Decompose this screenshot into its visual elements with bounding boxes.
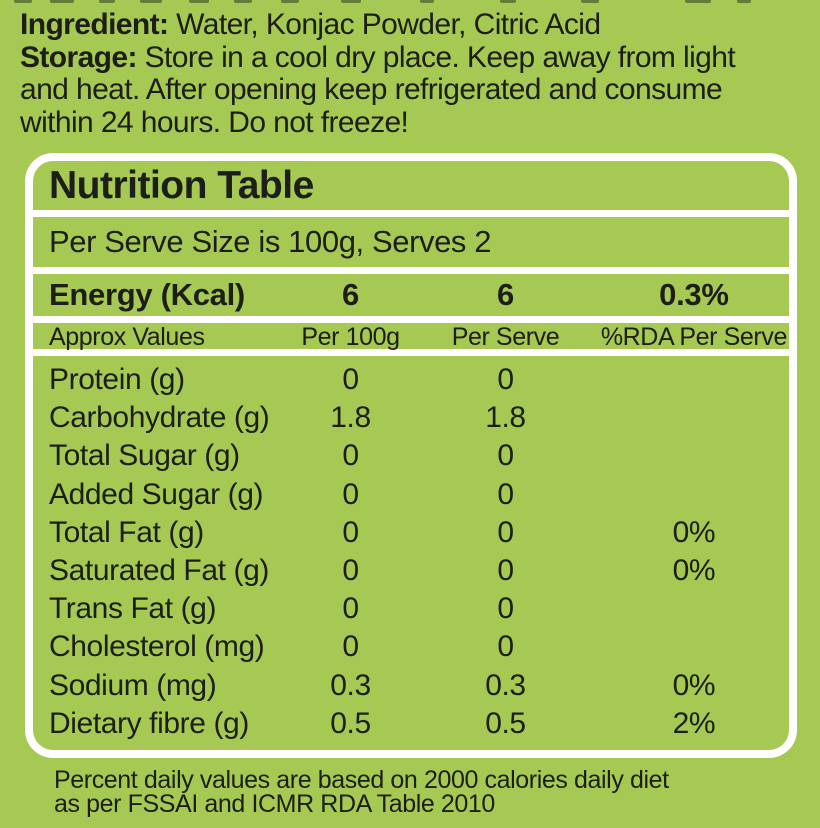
cell-per-serve: 0.3 [485,668,526,702]
energy-per-serve: 6 [496,277,514,312]
table-row: Dietary fibre (g) 0.5 0.5 2% [33,705,789,743]
table-row: Saturated Fat (g) 0 0 0% [33,552,789,590]
energy-per-100g: 6 [342,277,359,312]
storage-value-3: within 24 hours. Do not freeze! [20,105,409,139]
cell-label: Total Sugar (g) [49,439,240,473]
cell-per-100g: 0 [342,477,359,511]
table-row: Trans Fat (g) 0 0 [33,590,789,628]
nutrition-body: Protein (g) 0 0 Carbohydrate (g) 1.8 1.8 Total… [33,356,789,750]
col-header-approx-values: Approx Values [49,323,205,351]
ingredient-value: Water, Konjac Powder, Citric Acid [168,8,601,41]
storage-line-2: and heat. After opening keep refrigerate… [20,73,804,107]
cell-per-100g: 0.5 [330,706,371,740]
table-row: Total Fat (g) 0 0 0% [33,514,789,552]
cell-label: Carbohydrate (g) [49,401,270,435]
cell-per-serve: 0 [497,554,514,588]
cell-per-100g: 0.3 [330,668,371,702]
cell-per-100g: 0 [342,592,359,626]
ingredient-line: Ingredient: Water, Konjac Powder, Citric… [20,8,804,42]
cell-label: Sodium (mg) [49,668,217,702]
energy-label: Energy (Kcal) [49,277,245,312]
table-row: Total Sugar (g) 0 0 [33,437,789,475]
nutrition-table: Nutrition Table Per Serve Size is 100g, … [25,153,797,758]
cell-per-serve: 0 [497,515,514,549]
table-title: Nutrition Table [33,161,789,210]
cell-per-100g: 0 [342,515,359,549]
table-row: Cholesterol (mg) 0 0 [33,628,789,666]
cell-per-serve: 0 [497,439,514,473]
footnote-line-1: Percent daily values are based on 2000 c… [54,766,669,794]
cell-label: Trans Fat (g) [49,592,217,626]
cell-rda: 0% [672,515,716,549]
footnote-line-2: as per FSSAI and ICMR RDA Table 2010 [54,789,495,818]
cell-per-100g: 0 [342,554,359,588]
cell-label: Dietary fibre (g) [49,706,249,740]
storage-value-2: and heat. After opening keep refrigerate… [20,73,723,106]
table-row: Added Sugar (g) 0 0 [33,476,789,514]
storage-label: Storage: [20,40,137,74]
storage-line-1: Storage: Store in a cool dry place. Keep… [20,40,804,75]
cell-label: Saturated Fat (g) [49,554,269,588]
cell-per-serve: 0 [497,592,514,626]
cell-per-100g: 0 [342,630,359,664]
cell-label: Added Sugar (g) [49,477,264,511]
col-header-rda-per-serve: %RDA Per Serve [600,323,788,351]
col-header-per-100g: Per 100g [301,323,400,351]
storage-value-1: Store in a cool dry place. Keep away fro… [136,40,736,74]
cell-per-100g: 0 [342,363,359,397]
cell-per-serve: 0.5 [485,706,526,740]
serving-info-row: Per Serve Size is 100g, Serves 2 [33,217,789,267]
cell-rda: 0% [672,554,716,588]
cell-per-serve: 1.8 [485,401,526,435]
cell-per-serve: 0 [497,630,514,664]
footnote: Percent daily values are based on 2000 c… [54,766,794,818]
table-row: Carbohydrate (g) 1.8 1.8 [33,399,789,437]
ingredients-storage-block: Ingredient: Water, Konjac Powder, Citric… [20,8,804,140]
ingredient-label: Ingredient: [20,8,169,41]
energy-rda: 0.3% [659,277,729,312]
cell-label: Protein (g) [49,363,185,397]
cell-per-100g: 0 [342,439,359,473]
cell-rda: 0% [672,668,716,702]
cell-per-serve: 0 [497,477,514,511]
cell-label: Cholesterol (mg) [49,630,265,664]
cell-rda: 2% [672,706,716,740]
table-row: Protein (g) 0 0 [33,361,789,399]
storage-line-3: within 24 hours. Do not freeze! [20,105,804,140]
col-header-per-serve: Per Serve [451,323,560,351]
cell-label: Total Fat (g) [49,515,204,549]
cell-per-serve: 0 [497,363,514,397]
table-row: Sodium (mg) 0.3 0.3 0% [33,667,789,705]
cell-per-100g: 1.8 [330,401,371,435]
energy-row: Energy (Kcal) 6 6 0.3% [33,274,789,316]
column-header-row: Approx Values Per 100g Per Serve %RDA Pe… [33,323,789,351]
